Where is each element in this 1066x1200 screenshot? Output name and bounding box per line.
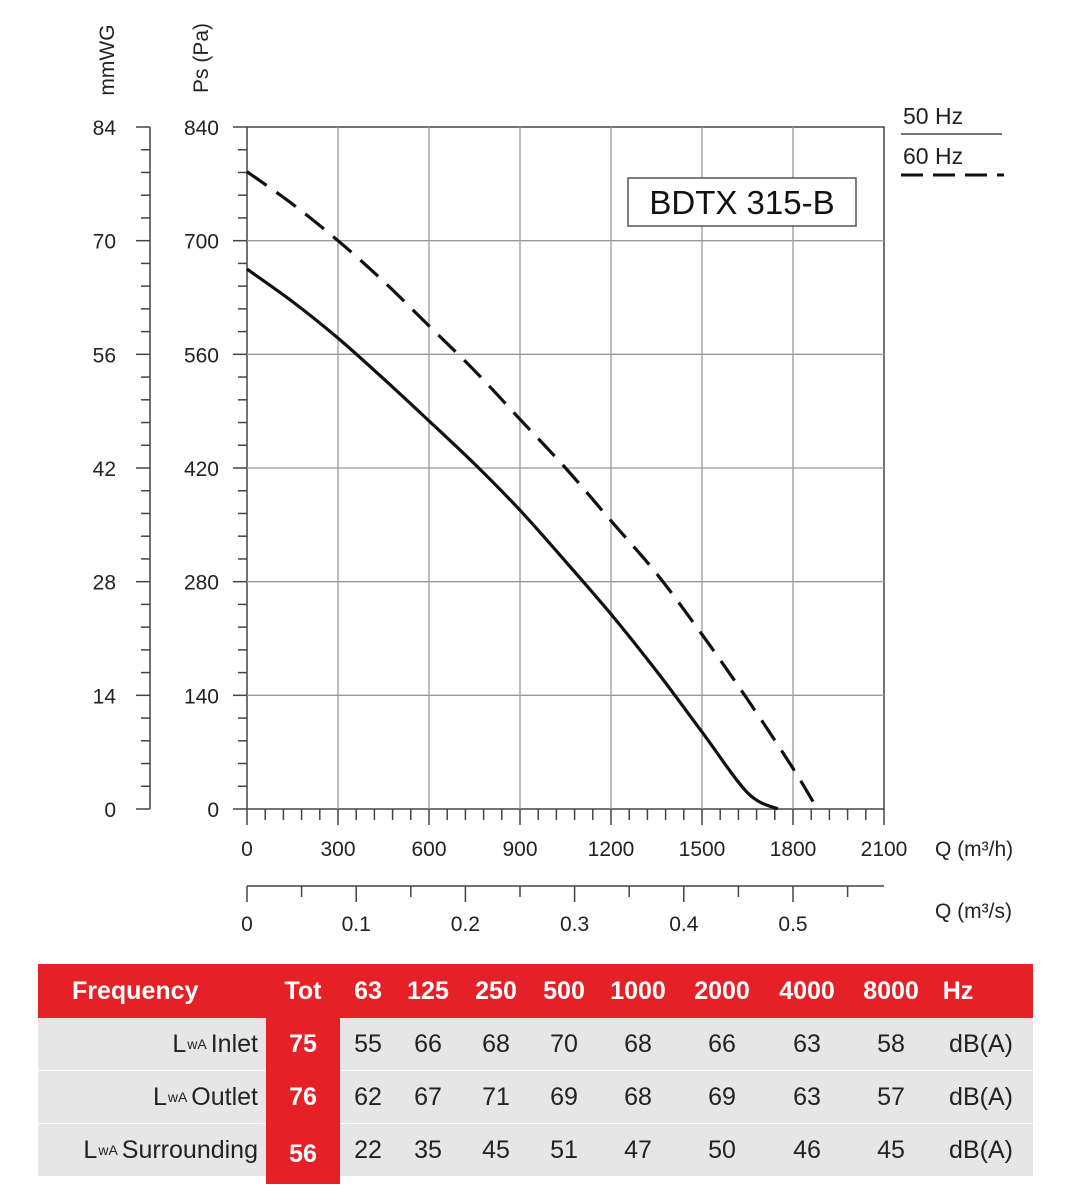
value-cell: 50 xyxy=(708,1135,736,1164)
header-unit: Hz xyxy=(942,976,974,1005)
y-tick-label: 700 xyxy=(184,231,219,254)
y-tick-label: 0 xyxy=(207,799,219,822)
header-band-63: 63 xyxy=(354,976,382,1005)
x2-tick-label: 0 xyxy=(241,913,253,936)
header-band-125: 125 xyxy=(407,976,449,1005)
value-cell: 67 xyxy=(414,1082,442,1111)
value-cell: 63 xyxy=(793,1029,821,1058)
value-cell: 68 xyxy=(482,1029,510,1058)
value-cell: 22 xyxy=(354,1135,382,1164)
mmwg-tick-label: 0 xyxy=(104,799,116,822)
y-tick-label: 840 xyxy=(184,117,219,140)
x2-tick-label: 0.5 xyxy=(778,913,807,936)
mmwg-tick-label: 56 xyxy=(93,344,116,367)
header-tot: Tot xyxy=(284,976,322,1005)
value-cell: 47 xyxy=(624,1135,652,1164)
x-tick-label: 2100 xyxy=(861,838,908,861)
mmwg-tick-label: 70 xyxy=(93,231,116,254)
value-cell: 69 xyxy=(550,1082,578,1111)
value-cell: 45 xyxy=(482,1135,510,1164)
curve-60hz xyxy=(246,170,819,810)
header-band-250: 250 xyxy=(475,976,517,1005)
x2-tick-label: 0.2 xyxy=(451,913,480,936)
legend-label-50hz: 50 Hz xyxy=(903,103,963,129)
y-tick-label: 560 xyxy=(184,344,219,367)
x-tick-label: 1200 xyxy=(588,838,635,861)
y-axis-title: Ps (Pa) xyxy=(190,23,213,93)
x-tick-label: 0 xyxy=(241,838,253,861)
value-cell: 68 xyxy=(624,1029,652,1058)
x-tick-label: 1500 xyxy=(679,838,726,861)
model-box xyxy=(627,177,857,227)
x-tick-label: 1800 xyxy=(770,838,817,861)
y-tick-label: 140 xyxy=(184,685,219,708)
x2-axis-title: Q (m³/s) xyxy=(935,900,1012,923)
legend-label-60hz: 60 Hz xyxy=(903,143,963,169)
header-frequency: Frequency xyxy=(72,976,199,1005)
x-tick-label: 600 xyxy=(411,838,446,861)
header-band-8000: 8000 xyxy=(863,976,919,1005)
value-cell: 51 xyxy=(550,1135,578,1164)
unit-cell: dB(A) xyxy=(949,1029,1013,1058)
x2-tick-label: 0.4 xyxy=(669,913,699,936)
y-tick-label: 280 xyxy=(184,572,219,595)
model-label: BDTX 315-B xyxy=(649,184,834,221)
row-divider xyxy=(38,1123,1033,1124)
value-cell: 68 xyxy=(624,1082,652,1111)
x-tick-label: 900 xyxy=(502,838,537,861)
y-tick-label: 420 xyxy=(184,458,219,481)
mmwg-tick-label: 42 xyxy=(93,458,116,481)
value-cell: 69 xyxy=(708,1082,736,1111)
mmwg-tick-label: 84 xyxy=(93,117,117,140)
row-divider xyxy=(38,1070,1033,1071)
header-band-4000: 4000 xyxy=(779,976,835,1005)
table-header: Frequency Tot 63 125 250 500 1000 2000 4… xyxy=(38,964,1033,1018)
value-cell: 66 xyxy=(708,1029,736,1058)
value-cell: 57 xyxy=(877,1082,905,1111)
header-band-2000: 2000 xyxy=(694,976,750,1005)
x2-tick-label: 0.3 xyxy=(560,913,589,936)
tot-value: 56 xyxy=(289,1139,317,1168)
value-cell: 63 xyxy=(793,1082,821,1111)
header-band-1000: 1000 xyxy=(610,976,666,1005)
mmwg-axis-title: mmWG xyxy=(96,24,119,95)
sound-power-table: Frequency Tot 63 125 250 500 1000 2000 4… xyxy=(38,964,1033,1184)
value-cell: 71 xyxy=(482,1082,510,1111)
value-cell: 58 xyxy=(877,1029,905,1058)
x-axis-title: Q (m³/h) xyxy=(935,838,1013,861)
mmwg-tick-label: 28 xyxy=(93,572,116,595)
curve-50hz xyxy=(246,267,779,811)
value-cell: 66 xyxy=(414,1029,442,1058)
value-cell: 70 xyxy=(550,1029,578,1058)
value-cell: 55 xyxy=(354,1029,382,1058)
value-cell: 45 xyxy=(877,1135,905,1164)
tot-value: 75 xyxy=(289,1030,317,1058)
header-band-500: 500 xyxy=(543,976,585,1005)
x-tick-label: 300 xyxy=(320,838,355,861)
unit-cell: dB(A) xyxy=(949,1082,1013,1111)
value-cell: 35 xyxy=(414,1135,442,1164)
tot-column: 75 76 56 xyxy=(266,1018,340,1184)
value-cell: 62 xyxy=(354,1082,382,1111)
mmwg-tick-label: 14 xyxy=(93,685,117,708)
value-cell: 46 xyxy=(793,1135,821,1164)
x2-tick-label: 0.1 xyxy=(342,913,371,936)
tot-value: 76 xyxy=(289,1083,317,1111)
unit-cell: dB(A) xyxy=(949,1135,1013,1164)
